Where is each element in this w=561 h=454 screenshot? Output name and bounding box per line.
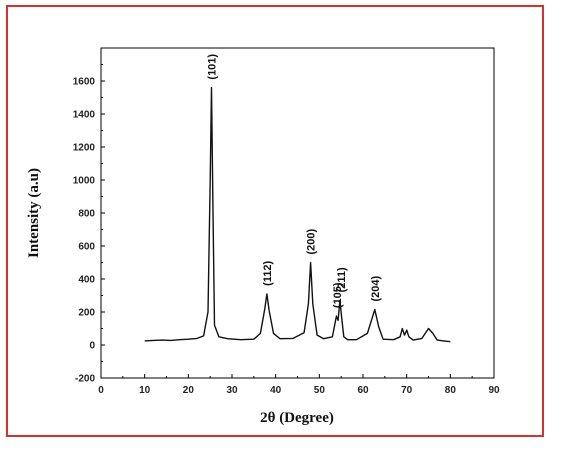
peak-label: (112) <box>262 260 274 285</box>
x-tick-label: 30 <box>226 385 238 396</box>
x-tick-label: 0 <box>98 385 104 396</box>
x-tick-label: 70 <box>401 385 413 396</box>
peak-label: (105) <box>332 282 344 308</box>
y-tick-label: -200 <box>75 374 95 385</box>
y-tick-label: 400 <box>78 275 95 286</box>
peak-label: (101) <box>207 54 219 80</box>
peak-labels: (101) (112) (200) (105)(211) (204) <box>207 54 382 309</box>
x-tick-label: 90 <box>488 385 500 396</box>
y-tick-label: 1200 <box>73 143 96 154</box>
x-tick-label: 40 <box>270 385 282 396</box>
x-axis-title: 2θ (Degree) <box>260 410 334 426</box>
x-tick-label: 50 <box>314 385 326 396</box>
y-axis: -200 0 200 400 600 800 1000 1200 1400 1600 <box>73 64 105 385</box>
y-tick-label: 0 <box>89 341 95 352</box>
y-tick-label: 200 <box>78 308 95 319</box>
plot-area <box>100 47 495 379</box>
y-tick-label: 1400 <box>73 110 96 121</box>
y-tick-label: 800 <box>78 209 95 220</box>
x-tick-label: 10 <box>139 385 151 396</box>
y-axis-title: Intensity (a.u) <box>26 168 42 258</box>
peak-label: (211) <box>336 267 348 292</box>
xrd-pattern-line <box>144 86 451 343</box>
peak-label: (204) <box>370 275 382 301</box>
y-tick-label: 600 <box>78 242 95 253</box>
peak-label: (200) <box>306 228 318 254</box>
x-tick-label: 80 <box>445 385 457 396</box>
x-tick-label: 60 <box>357 385 369 396</box>
x-axis: 0 10 20 30 40 50 60 70 80 90 <box>98 374 500 396</box>
y-tick-label: 1000 <box>73 176 96 187</box>
x-tick-label: 20 <box>183 385 195 396</box>
figure-frame <box>6 5 544 437</box>
y-tick-label: 1600 <box>73 77 96 88</box>
